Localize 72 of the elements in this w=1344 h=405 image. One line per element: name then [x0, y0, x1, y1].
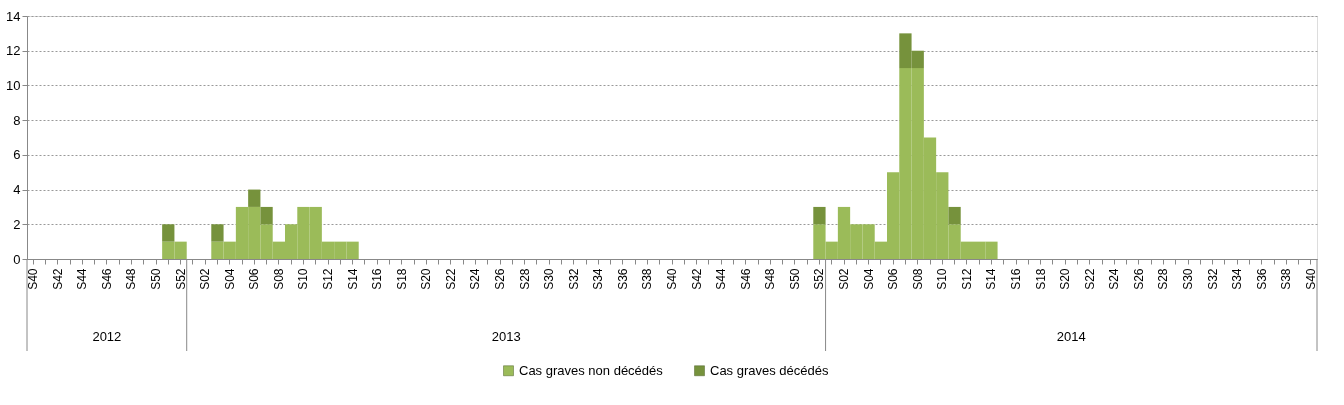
y-tick-label: 2 — [13, 216, 21, 232]
bar — [260, 206, 273, 225]
x-tick-label: S36 — [1254, 268, 1269, 290]
x-tick-label: S14 — [345, 268, 360, 290]
bar — [248, 189, 261, 207]
x-tick-label: S36 — [615, 268, 630, 290]
x-tick-label: S40 — [665, 268, 679, 290]
x-tick-label: S14 — [984, 268, 999, 290]
x-tick-label: S02 — [198, 268, 213, 290]
x-tick-label: S18 — [394, 268, 409, 290]
x-tick-label: S48 — [124, 268, 139, 290]
x-tick-label: S02 — [837, 268, 851, 290]
x-tick-label: S52 — [173, 268, 188, 290]
x-tick-label: S24 — [1107, 268, 1122, 290]
x-tick-label: S22 — [1082, 268, 1097, 290]
x-tick-label: S40 — [26, 268, 41, 290]
y-tick-label: 0 — [13, 251, 21, 267]
y-tick-label: 12 — [6, 43, 21, 59]
x-tick-label: S30 — [542, 268, 557, 290]
text: 2012 — [92, 329, 122, 344]
x-tick-label: S08 — [910, 268, 925, 290]
y-tick-label: 6 — [13, 147, 21, 163]
x-tick-label: S48 — [763, 268, 778, 290]
x-tick-label: S42 — [689, 268, 704, 290]
x-tick-label: S42 — [50, 268, 65, 290]
x-tick-label: S50 — [149, 268, 163, 290]
x-tick-label: S46 — [99, 268, 114, 290]
x-tick-label: S12 — [321, 268, 335, 290]
x-tick-label: S20 — [419, 268, 434, 290]
bar — [162, 224, 175, 242]
y-tick-label: 8 — [13, 112, 21, 128]
x-tick-label: S28 — [517, 268, 532, 290]
y-tick-label: 10 — [6, 77, 21, 93]
x-tick-label: S06 — [247, 268, 262, 290]
x-tick-label: S04 — [222, 268, 237, 290]
x-tick-label: S26 — [1131, 268, 1146, 290]
x-tick-label: S10 — [296, 268, 311, 290]
y-tick-label: 14 — [6, 8, 21, 24]
x-tick-label: S44 — [75, 268, 90, 290]
x-tick-label: S34 — [591, 268, 606, 290]
text: 2013 — [491, 329, 521, 344]
x-tick-label: S06 — [886, 268, 901, 290]
bar — [948, 206, 961, 225]
x-tick-label: S26 — [493, 268, 507, 290]
bar — [813, 206, 826, 225]
x-tick-label: S38 — [1279, 268, 1294, 290]
x-tick-label: S40 — [1303, 268, 1318, 290]
x-tick-label: S28 — [1156, 268, 1171, 290]
x-tick-label: S12 — [959, 268, 974, 290]
x-tick-label: S24 — [468, 268, 483, 290]
x-tick-label: S32 — [1205, 268, 1220, 290]
text: 2014 — [1056, 329, 1086, 344]
x-tick-label: S16 — [1009, 268, 1023, 290]
x-tick-label: S46 — [738, 268, 753, 290]
x-tick-label: S10 — [935, 268, 950, 290]
x-tick-label: S16 — [370, 268, 385, 290]
x-tick-label: S08 — [271, 268, 286, 290]
x-tick-label: S44 — [714, 268, 729, 290]
legend-label: Cas graves décédés — [710, 362, 830, 378]
x-tick-label: S52 — [812, 268, 827, 290]
x-tick-label: S04 — [861, 268, 876, 290]
x-tick-label: S30 — [1181, 268, 1195, 290]
x-tick-label: S22 — [443, 268, 458, 290]
x-tick-label: S38 — [640, 268, 655, 290]
y-tick-label: 4 — [13, 182, 21, 198]
bar — [211, 224, 224, 242]
x-tick-label: S20 — [1058, 268, 1073, 290]
legend-label: Cas graves non décédés — [519, 362, 664, 378]
x-tick-label: S32 — [566, 268, 581, 290]
x-tick-label: S34 — [1230, 268, 1245, 290]
x-tick-label: S50 — [787, 268, 802, 290]
x-tick-label: S18 — [1033, 268, 1048, 290]
